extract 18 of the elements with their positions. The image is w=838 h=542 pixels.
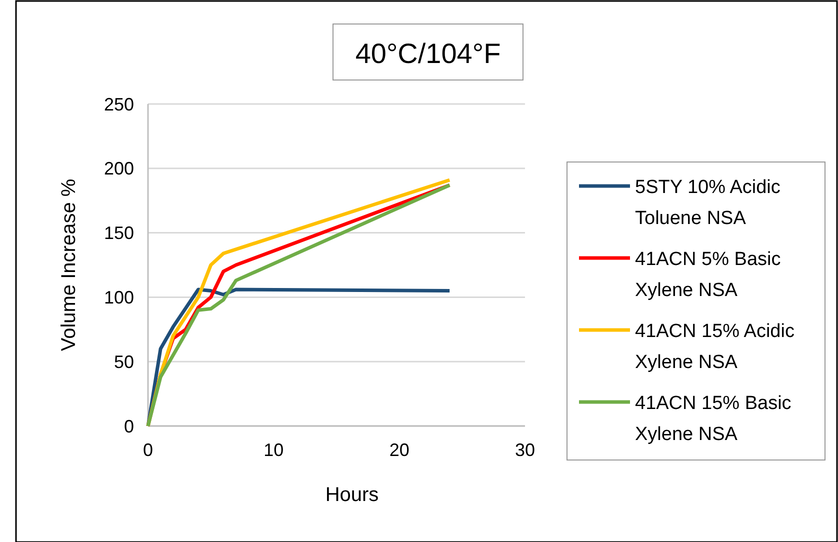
chart-title: 40°C/104°F bbox=[355, 38, 501, 69]
y-tick-label: 250 bbox=[104, 94, 134, 114]
x-tick-label: 0 bbox=[142, 440, 154, 460]
legend-label: 41ACN 15% Basic Xylene NSA bbox=[635, 393, 792, 445]
y-tick-label: 200 bbox=[104, 158, 134, 179]
y-tick-label: 0 bbox=[124, 416, 134, 436]
line-series bbox=[146, 288, 452, 428]
legend-label: 41ACN 5% Basic Xylene NSA bbox=[635, 249, 781, 301]
y-tick-label: 150 bbox=[104, 223, 134, 244]
y-tick-label: 50 bbox=[114, 352, 134, 372]
y-tick-label: 100 bbox=[104, 288, 134, 308]
legend-label: 5STY 10% Acidic Toluene NSA bbox=[635, 177, 780, 229]
x-tick-label: 30 bbox=[514, 440, 536, 460]
x-tick-label: 20 bbox=[389, 440, 410, 460]
legend-label: 41ACN 15% Acidic Xylene NSA bbox=[635, 321, 794, 373]
x-axis-title: Hours bbox=[325, 484, 379, 506]
y-axis-title: Volume Increase % bbox=[58, 178, 80, 352]
x-tick-label: 10 bbox=[264, 440, 284, 460]
